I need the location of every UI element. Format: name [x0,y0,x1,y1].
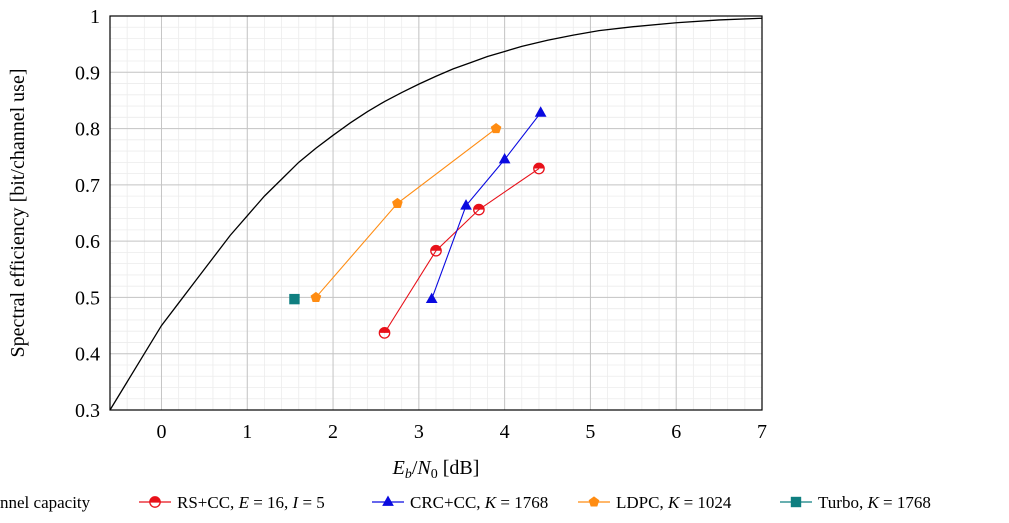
legend-marker [149,496,161,508]
y-axis-label: Spectral efficiency [bit/channel use] [7,69,29,358]
x-tick-label: 7 [757,421,767,443]
y-tick-label: 0.9 [75,62,100,84]
y-tick-label: 0.6 [75,231,100,253]
x-tick-label: 6 [671,421,681,443]
series-3 [310,122,502,302]
legend-marker [382,495,394,506]
data-point [490,122,502,134]
series-line [431,112,542,300]
series-layer [109,17,763,411]
legend-label: nnel capacity [0,493,91,512]
marker-outline [149,496,161,508]
x-tick-label: 2 [328,421,338,443]
data-point [460,199,472,210]
series-2 [425,106,547,304]
legend-item: LDPC, K = 1024 [578,493,732,512]
data-point [498,153,511,164]
legend-label: LDPC, K = 1024 [616,493,732,512]
x-tick-label: 4 [500,421,510,443]
y-tick-label: 1 [90,6,100,28]
legend-item: RS+CC, E = 16, I = 5 [139,493,325,512]
data-point [310,291,322,302]
data-point [473,203,485,216]
minor-grid [109,15,763,411]
x-axis-label: Eb/N0 [dB] [392,457,480,482]
data-point [430,244,442,257]
y-tick-label: 0.7 [75,175,100,197]
series-line [384,168,540,334]
y-tick-label: 0.8 [75,119,100,141]
x-tick-label: 3 [414,421,424,443]
x-tick-label: 0 [156,421,166,443]
legend-item: nnel capacity [0,493,91,512]
legend-marker [790,496,802,508]
y-tick-label: 0.3 [75,400,100,422]
legend-marker [588,496,600,507]
data-point [392,197,403,208]
marker-outline [430,244,442,257]
legend-label: CRC+CC, K = 1768 [410,493,548,512]
legend: nnel capacity RS+CC, E = 16, I = 5 CRC+CC,… [0,493,931,512]
series-4 [289,293,300,305]
plot-frame [109,15,763,411]
marker-outline [533,162,545,175]
legend-item: CRC+CC, K = 1768 [372,493,548,512]
series-line [315,128,497,298]
data-point [289,293,300,305]
marker-outline [378,327,391,339]
marker-outline [473,203,485,216]
y-tick-label: 0.5 [75,287,100,309]
series-0 [109,17,763,411]
data-point [533,162,545,175]
data-point [425,292,438,304]
series-1 [378,162,545,339]
y-tick-label: 0.4 [75,344,100,366]
tick-labels: 0 1 2 3 4 5 6 7 0.3 0.4 0.5 0.6 0.7 0.8 0.9 1 [75,6,767,443]
series-line [109,17,763,411]
legend-item: Turbo, K = 1768 [780,493,931,512]
legend-label: Turbo, K = 1768 [818,493,931,512]
data-point [534,106,547,117]
x-tick-label: 1 [242,421,252,443]
legend-label: RS+CC, E = 16, I = 5 [177,493,325,512]
data-point [378,327,391,339]
x-tick-label: 5 [585,421,595,443]
